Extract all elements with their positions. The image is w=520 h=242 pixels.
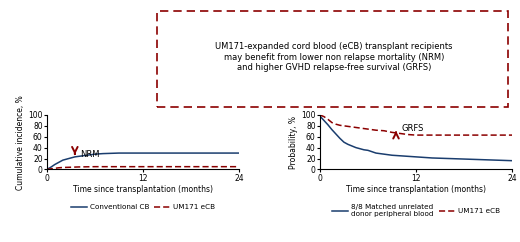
Y-axis label: Cumulative incidence, %: Cumulative incidence, % — [16, 95, 25, 189]
Text: GRFS: GRFS — [401, 123, 424, 133]
Legend: Conventional CB, UM171 eCB: Conventional CB, UM171 eCB — [68, 201, 218, 213]
Legend: 8/8 Matched unrelated
donor peripheral blood, UM171 eCB: 8/8 Matched unrelated donor peripheral b… — [330, 201, 502, 220]
X-axis label: Time since transplantation (months): Time since transplantation (months) — [73, 185, 213, 194]
FancyBboxPatch shape — [157, 11, 508, 107]
X-axis label: Time since transplantation (months): Time since transplantation (months) — [346, 185, 486, 194]
Text: NRM: NRM — [81, 150, 100, 159]
Text: UM171-expanded cord blood (eCB) transplant recipients
may benefit from lower non: UM171-expanded cord blood (eCB) transpla… — [215, 42, 453, 72]
Y-axis label: Probability, %: Probability, % — [290, 116, 298, 169]
